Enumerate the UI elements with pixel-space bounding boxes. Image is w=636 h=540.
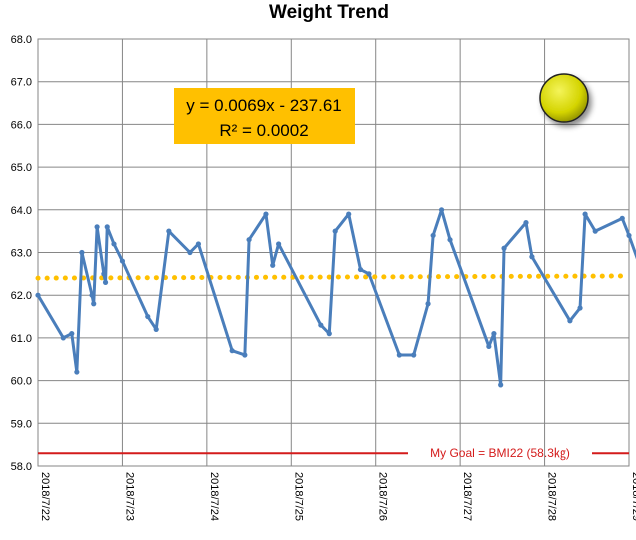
data-point	[246, 237, 252, 243]
x-tick-label: 2018/7/25	[292, 472, 304, 521]
data-point	[276, 241, 282, 247]
data-point	[626, 232, 632, 239]
y-tick-label: 63.0	[11, 248, 32, 260]
data-point	[501, 245, 507, 251]
trendline-equation-box: y = 0.0069x - 237.61 R² = 0.0002	[174, 88, 355, 144]
data-point	[69, 331, 75, 337]
data-point	[577, 305, 583, 311]
data-point	[195, 241, 202, 247]
data-point	[486, 343, 492, 350]
x-tick-label: 2018/7/27	[461, 472, 473, 521]
status-ball-icon	[539, 73, 589, 123]
data-point	[491, 331, 497, 337]
data-point	[430, 232, 436, 239]
data-point	[396, 352, 402, 358]
data-point	[242, 352, 248, 358]
y-tick-label: 59.0	[11, 418, 32, 430]
data-point	[447, 237, 453, 243]
data-point	[60, 335, 66, 341]
data-point	[35, 292, 41, 298]
data-point	[425, 301, 431, 307]
x-tick-label: 2018/7/29	[630, 472, 636, 521]
x-tick-label: 2018/7/28	[546, 472, 558, 521]
series-line	[36, 208, 636, 387]
trendline-group	[35, 273, 632, 281]
y-tick-label: 61.0	[11, 333, 32, 345]
equation-box-background	[174, 88, 355, 144]
weight-series	[35, 207, 636, 388]
trendline-equation: y = 0.0069x - 237.61	[186, 96, 341, 115]
data-point	[79, 249, 85, 256]
data-point	[74, 369, 80, 375]
data-point	[166, 228, 172, 234]
data-point	[332, 228, 338, 234]
data-point	[119, 258, 126, 264]
trendline	[35, 273, 632, 281]
y-tick-label: 68.0	[11, 34, 32, 46]
data-point	[270, 262, 276, 268]
data-point	[318, 322, 324, 328]
x-tick-label: 2018/7/23	[123, 472, 135, 521]
data-point	[411, 352, 417, 358]
data-point	[102, 279, 109, 285]
data-point	[153, 326, 159, 332]
goal-line-label: My Goal = BMI22 (58.3㎏)	[430, 446, 570, 460]
x-axis-ticks: 2018/7/22 2018/7/23 2018/7/24 2018/7/25 2018…	[39, 472, 636, 521]
data-point	[366, 271, 372, 277]
data-point	[592, 228, 598, 234]
y-tick-label: 64.0	[11, 205, 32, 217]
data-point	[229, 348, 235, 354]
data-point	[619, 215, 625, 221]
chart-title: Weight Trend	[269, 2, 389, 23]
data-point	[582, 211, 588, 217]
data-point	[187, 249, 193, 256]
y-tick-label: 60.0	[11, 376, 32, 388]
y-tick-label: 66.0	[11, 119, 32, 131]
data-point	[498, 382, 504, 388]
data-point	[111, 241, 117, 247]
y-tick-label: 65.0	[11, 162, 32, 174]
data-point	[523, 220, 529, 226]
data-point	[529, 254, 535, 260]
data-point	[326, 331, 332, 337]
data-point	[91, 301, 97, 307]
y-tick-label: 62.0	[11, 290, 32, 302]
data-point	[101, 271, 107, 277]
data-point	[567, 318, 573, 324]
data-point	[104, 224, 110, 230]
data-point	[145, 313, 151, 320]
y-tick-label: 67.0	[11, 77, 32, 89]
data-point	[438, 207, 445, 213]
trendline-r-squared: R² = 0.0002	[219, 121, 308, 140]
data-point	[357, 266, 364, 273]
y-axis-ticks: 58.0 59.0 60.0 61.0 62.0 63.0 64.0 65.0 66.0 67.0…	[11, 34, 32, 473]
goal-line-group: My Goal = BMI22 (58.3㎏)	[38, 446, 629, 460]
y-tick-label: 58.0	[11, 461, 32, 473]
data-point	[89, 292, 95, 298]
x-tick-label: 2018/7/24	[208, 472, 220, 521]
x-tick-label: 2018/7/22	[39, 472, 51, 521]
data-point	[94, 224, 100, 230]
data-point	[263, 211, 269, 217]
x-tick-label: 2018/7/26	[377, 472, 389, 521]
data-point	[346, 211, 352, 217]
